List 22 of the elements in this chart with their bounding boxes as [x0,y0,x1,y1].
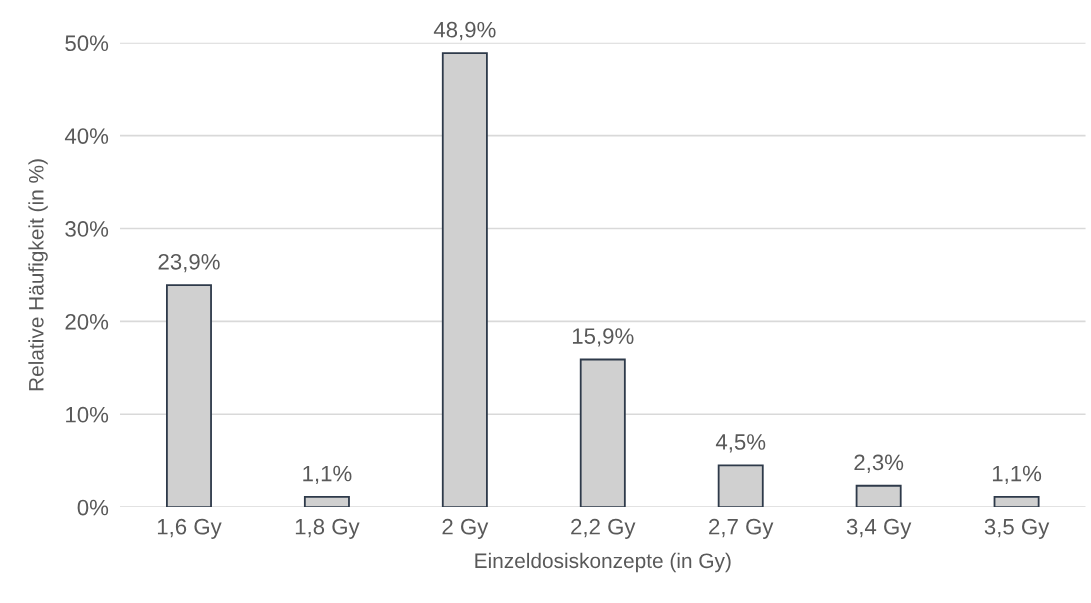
x-tick-label: 1,8 Gy [295,518,360,539]
x-tick-label: 2,7 Gy [709,518,774,539]
data-label: 2,3% [854,454,904,473]
x-tick-label: 2 Gy [442,518,489,539]
x-tick-label: 1,6 Gy [157,518,222,539]
y-tick-label: 30% [65,221,109,237]
x-tick-label: 3,4 Gy [846,518,912,539]
y-tick-label: 20% [65,313,109,330]
x-tick-label: 3,5 Gy [984,518,1050,539]
y-tick-label: 10% [66,406,109,423]
data-label: 23,9% [158,253,220,273]
data-label: 1,1% [992,465,1042,485]
data-label: 15,9% [572,328,634,347]
x-tick-label: 2,2 Gy [571,518,636,539]
y-tick-label: 50% [65,35,109,52]
y-tick-label: 0% [77,499,109,516]
y-axis-title: Relative Häufigkeit (in %) [28,159,48,391]
x-axis-title: Einzeldosiskonzepte (in Gy) [475,552,731,573]
data-label: 4,5% [715,434,766,453]
data-label: 48,9% [433,21,496,41]
y-tick-label: 40% [64,128,109,144]
data-label: 1,1% [303,465,352,485]
